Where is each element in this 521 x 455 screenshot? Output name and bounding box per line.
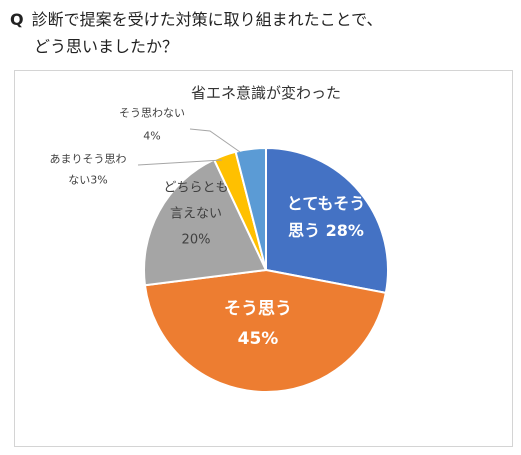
slice-label-1-line-2: 思う 28%: [288, 221, 364, 240]
question-line-1: 診断で提案を受けた対策に取り組まれたことで、: [31, 10, 383, 29]
leader-line-4: [137, 159, 223, 166]
slice-label-1-line-1: とてもそう: [287, 194, 365, 213]
pie-slice-1: [265, 146, 389, 295]
pie-slice-3: [143, 158, 268, 287]
slice-label-2-line-2: 45%: [238, 329, 279, 349]
slice-label-5: そう思わない 4%: [119, 106, 185, 142]
slice-label-5-line-2: 4%: [143, 129, 160, 142]
slice-label-4-line-1: あまりそう思わ: [50, 152, 127, 165]
slice-label-3-line-2: 言えない: [170, 207, 222, 222]
slice-label-3: どちらとも言えない 20%: [163, 181, 228, 248]
question-text: Q 診断で提案を受けた対策に取り組まれたことで、 どう思いましたか？: [10, 6, 515, 60]
slice-label-4-line-2: ない3%: [68, 173, 107, 186]
pie-slice-2: [143, 268, 388, 393]
leader-line-5: [189, 128, 241, 153]
slice-label-3-line-1: どちらとも: [163, 181, 228, 196]
slice-label-5-line-1: そう思わない: [119, 106, 185, 119]
chart-title: 省エネ意識が変わった: [191, 84, 341, 102]
slice-label-4: あまりそう思わない3%: [50, 152, 127, 186]
pie-slice-5: [234, 146, 267, 271]
question-line-2: どう思いましたか？: [34, 37, 179, 56]
slice-label-2-line-1: そう思う: [224, 299, 292, 319]
slice-label-2: そう思う 45%: [224, 299, 292, 349]
slice-label-3-line-3: 20%: [182, 233, 211, 248]
slice-label-1: とてもそう思う 28%: [287, 194, 365, 240]
question-marker: Q: [10, 10, 24, 29]
